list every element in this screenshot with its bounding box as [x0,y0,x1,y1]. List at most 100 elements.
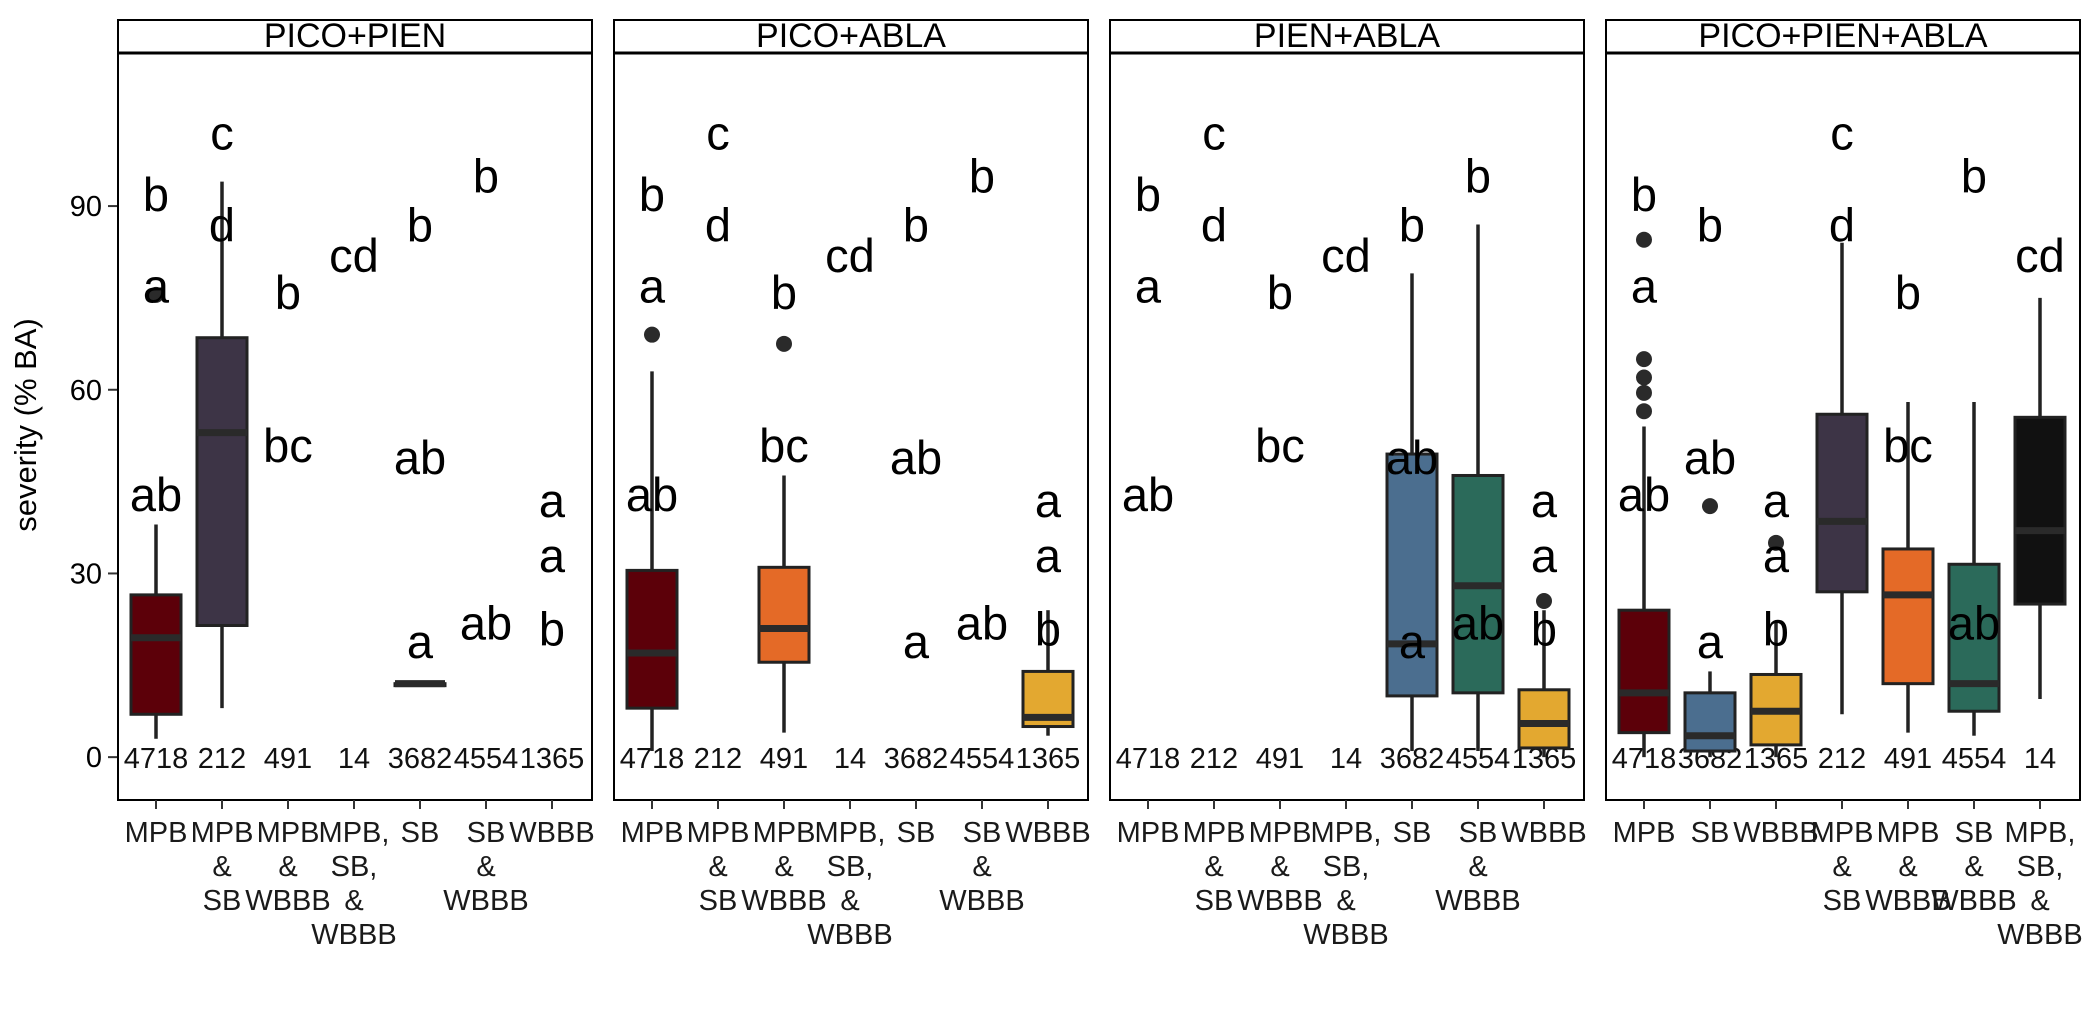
x-category-label: & [212,851,231,883]
x-category-label: SB [1823,885,1862,917]
box-iqr [129,593,183,716]
significance-letter: d [209,198,235,251]
x-category-label: WBBB [509,817,594,849]
sample-count-label: 14 [1330,743,1362,775]
boxplot-box [2013,297,2067,699]
significance-letter: b [1961,149,1987,202]
significance-letter: bc [759,419,809,472]
sample-count-label: 491 [1256,743,1304,775]
outlier-point [1636,231,1652,248]
boxplot-box [1881,402,1935,733]
x-category-label: WBBB [741,885,826,917]
sample-count-label: 4718 [1116,743,1181,775]
outlier-point [644,326,660,343]
sample-count-label: 212 [694,743,742,775]
significance-letter: b [1399,198,1425,251]
significance-letter: b [1035,603,1061,656]
x-category-label: & [1336,885,1355,917]
x-category-label: MPB [1877,817,1940,849]
y-axis: 0 30 60 90 [70,191,118,774]
x-category-label: SB, [827,851,874,883]
box-iqr [1617,608,1671,735]
significance-letter: c [1830,107,1854,160]
significance-letter: a [1531,474,1558,527]
y-tick-label: 0 [86,742,102,774]
significance-letter: a [1763,474,1790,527]
x-category-label: MPB [191,817,254,849]
x-category-label: MPB, [319,817,390,849]
significance-letter: b [639,168,665,221]
panel-border [1109,52,1585,801]
outlier-point [1636,351,1652,368]
x-category-label: & [1204,851,1223,883]
significance-letter: bc [1883,419,1933,472]
significance-letter: b [1763,603,1789,656]
significance-letter: b [771,266,797,319]
significance-letter: b [1465,149,1491,202]
x-category-label: WBBB [1733,817,1818,849]
significance-letter: a [407,615,434,668]
significance-letter: ab [1948,596,2000,649]
y-axis-title: severity (% BA) [8,318,43,532]
significance-letter: bc [263,419,313,472]
sample-count-label: 14 [338,743,370,775]
significance-letter: a [1631,260,1658,313]
facet-strip [613,19,1089,54]
facet-panel: PICO+PIEN+ABLAMPB4718SB3682WBBB1365MPB&S… [1605,17,2083,951]
x-category-label: WBBB [245,885,330,917]
x-category-label: WBBB [443,885,528,917]
x-category-label: SB [467,817,506,849]
x-category-label: SB [963,817,1002,849]
x-category-label: SB [1393,817,1432,849]
x-category-label: & [708,851,727,883]
significance-letter: a [1763,529,1790,582]
x-category-label: MPB [1811,817,1874,849]
sample-count-label: 1365 [520,743,585,775]
outlier-point [1636,369,1652,386]
outlier-point [148,286,164,303]
boxplot-box [1021,610,1075,736]
x-category-label: MPB [1183,817,1246,849]
sample-count-label: 3682 [388,743,453,775]
box-iqr [757,565,811,664]
significance-letter: ab [1684,431,1736,484]
significance-letter: a [143,260,170,313]
significance-letter: d [705,198,731,251]
significance-letter: a [539,529,566,582]
x-category-label: WBBB [1005,817,1090,849]
x-category-label: & [344,885,363,917]
y-tick-label: 60 [70,375,102,407]
box-iqr [195,336,249,627]
box-iqr [625,568,679,710]
significance-letter: b [275,266,301,319]
boxplot-box [1749,534,1803,758]
x-category-label: & [2030,885,2049,917]
significance-letter: a [639,260,666,313]
x-category-label: & [1270,851,1289,883]
boxplot-box [129,286,183,739]
sample-count-label: 212 [1190,743,1238,775]
facet-strip-title: PIEN+ABLA [1254,17,1440,55]
x-category-label: & [840,885,859,917]
significance-letter: ab [460,596,512,649]
significance-letter: d [1829,198,1855,251]
x-category-label: MPB, [1311,817,1382,849]
x-category-label: SB [699,885,738,917]
x-category-label: WBBB [807,919,892,951]
significance-letter: b [1531,603,1557,656]
sample-count-label: 14 [834,743,866,775]
x-category-label: MPB [1249,817,1312,849]
boxplot-box [1451,224,1505,752]
panel-border [613,52,1089,801]
significance-letter: a [1697,615,1724,668]
significance-letter: b [1267,266,1293,319]
box-iqr [1517,688,1571,750]
boxplot-box [393,680,447,688]
x-category-label: & [476,851,495,883]
facet-panel: PIEN+ABLAMPB4718MPB&SB212MPB&WBBB491MPB,… [1109,17,1587,951]
x-category-label: & [1832,851,1851,883]
x-category-label: WBBB [1303,919,1388,951]
x-category-label: MPB [257,817,320,849]
facet-strip [117,19,593,54]
x-category-label: MPB [1613,817,1676,849]
